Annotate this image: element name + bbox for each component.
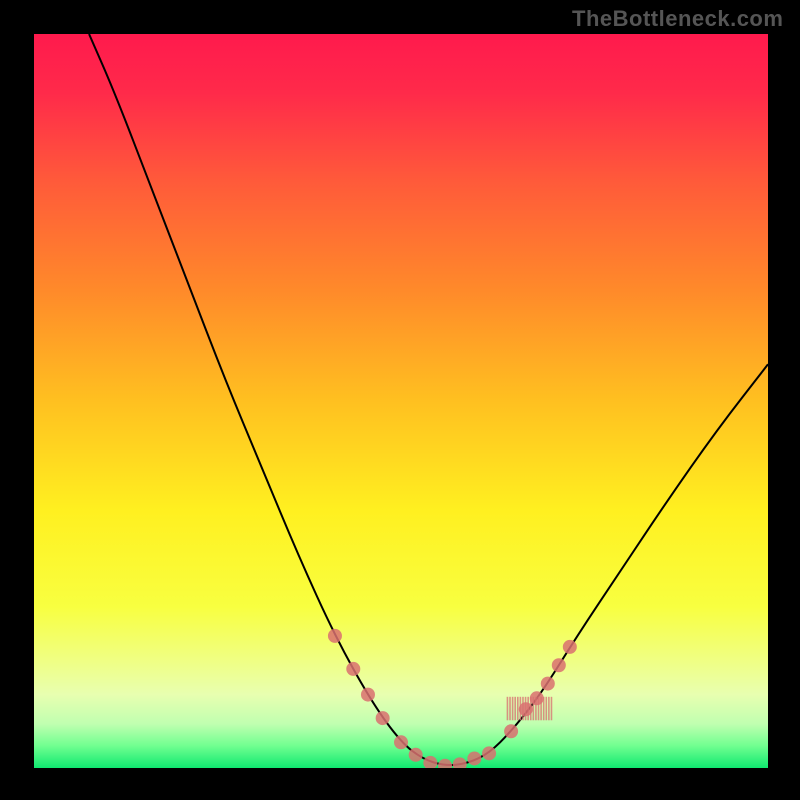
data-marker: [409, 748, 423, 762]
data-marker: [530, 691, 544, 705]
data-marker: [552, 658, 566, 672]
data-marker: [376, 711, 390, 725]
watermark-text: TheBottleneck.com: [572, 6, 783, 32]
chart-container: TheBottleneck.com: [0, 0, 800, 800]
gradient-background: [34, 34, 768, 768]
data-marker: [346, 662, 360, 676]
data-marker: [467, 751, 481, 765]
plot-area: [34, 34, 768, 768]
data-marker: [361, 688, 375, 702]
data-marker: [504, 724, 518, 738]
data-marker: [541, 677, 555, 691]
chart-svg: [34, 34, 768, 768]
data-marker: [328, 629, 342, 643]
data-marker: [394, 735, 408, 749]
data-marker: [482, 746, 496, 760]
data-marker: [563, 640, 577, 654]
data-marker: [519, 702, 533, 716]
